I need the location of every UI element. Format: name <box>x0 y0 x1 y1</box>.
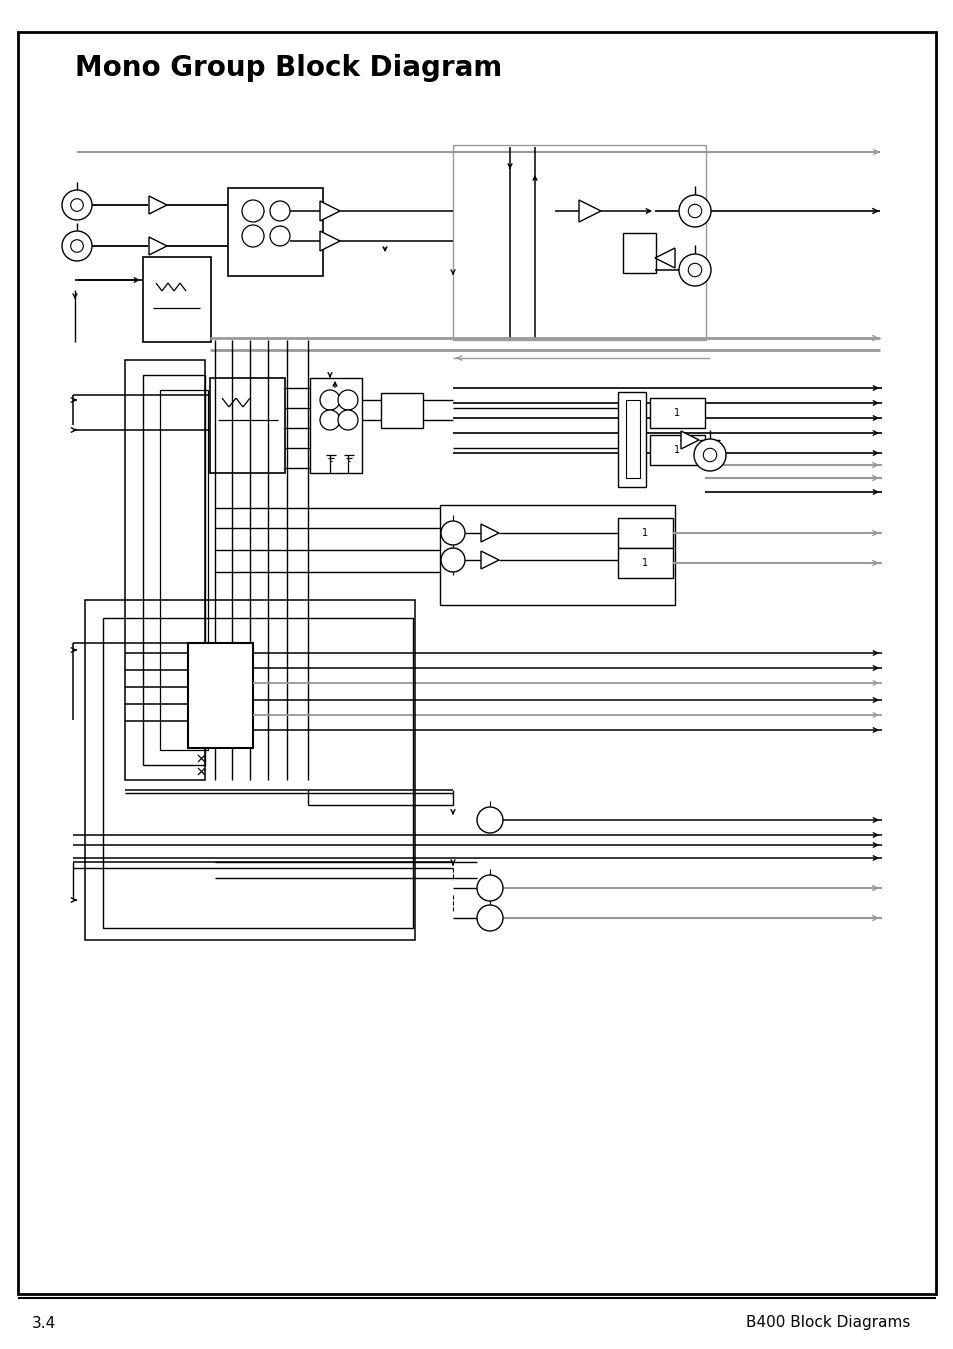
Bar <box>649 398 704 428</box>
Polygon shape <box>655 248 675 268</box>
Bar <box>210 378 285 473</box>
Bar <box>228 188 323 277</box>
Bar <box>85 600 415 940</box>
Circle shape <box>270 201 290 221</box>
Circle shape <box>476 876 502 901</box>
Polygon shape <box>480 550 498 569</box>
Polygon shape <box>680 430 699 449</box>
Polygon shape <box>319 231 339 251</box>
Bar <box>103 618 413 928</box>
Bar <box>625 401 639 478</box>
Circle shape <box>476 807 502 832</box>
Circle shape <box>476 905 502 931</box>
Bar <box>310 378 361 473</box>
Text: B400 Block Diagrams: B400 Block Diagrams <box>745 1315 909 1330</box>
Circle shape <box>679 254 710 286</box>
Text: 3.4: 3.4 <box>32 1315 56 1330</box>
Circle shape <box>242 225 264 247</box>
Circle shape <box>337 390 357 410</box>
Polygon shape <box>149 237 167 255</box>
Circle shape <box>270 227 290 246</box>
Bar <box>380 393 422 428</box>
Bar <box>143 258 211 343</box>
Circle shape <box>319 390 339 410</box>
Circle shape <box>242 200 264 223</box>
Circle shape <box>71 198 83 212</box>
Circle shape <box>71 240 83 252</box>
Polygon shape <box>319 201 339 221</box>
Bar <box>188 643 253 747</box>
Text: 1: 1 <box>673 407 679 418</box>
Circle shape <box>319 410 339 430</box>
Text: Mono Group Block Diagram: Mono Group Block Diagram <box>75 54 501 82</box>
Text: 1: 1 <box>641 527 647 538</box>
Bar <box>160 390 208 750</box>
Circle shape <box>687 204 701 217</box>
Circle shape <box>62 231 91 260</box>
Bar <box>622 233 656 272</box>
Polygon shape <box>480 523 498 542</box>
Bar <box>618 548 672 577</box>
Circle shape <box>702 448 716 461</box>
Bar <box>125 360 205 780</box>
Bar <box>143 375 205 765</box>
Circle shape <box>679 196 710 227</box>
Circle shape <box>62 190 91 220</box>
Bar <box>649 434 704 465</box>
Bar <box>618 393 645 487</box>
Polygon shape <box>578 200 600 223</box>
Circle shape <box>337 410 357 430</box>
Text: 1: 1 <box>641 558 647 568</box>
Circle shape <box>687 263 701 277</box>
Bar <box>453 144 705 340</box>
Circle shape <box>440 521 464 545</box>
Bar <box>618 518 672 548</box>
Text: 1: 1 <box>673 445 679 455</box>
Circle shape <box>440 548 464 572</box>
Bar <box>439 505 675 604</box>
Circle shape <box>693 438 725 471</box>
Polygon shape <box>149 196 167 214</box>
